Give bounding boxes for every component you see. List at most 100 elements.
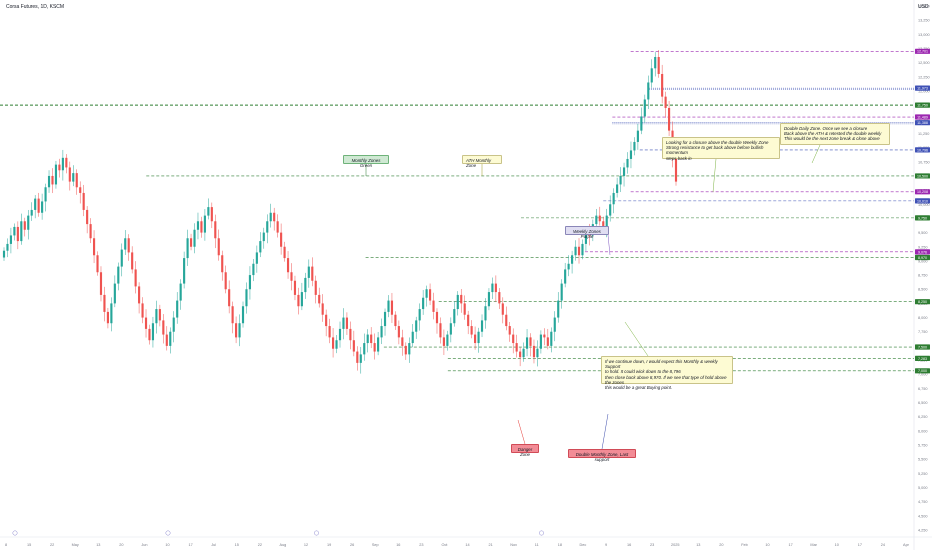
price-level-label: 8,250 <box>918 300 927 304</box>
candle-body <box>422 297 425 310</box>
time-tick-label: Mar <box>810 543 817 547</box>
candle-body <box>674 158 678 182</box>
candle-body <box>577 246 581 256</box>
candle-body <box>54 164 58 185</box>
candle-body <box>439 323 442 338</box>
candle-body <box>58 164 61 171</box>
price-level-label: 11,489 <box>917 115 928 119</box>
price-tick-label: 9,500 <box>918 231 928 235</box>
candle-body <box>460 294 463 304</box>
candle-body <box>387 300 390 312</box>
candle-body <box>595 215 598 225</box>
price-tick-label: 8,750 <box>918 274 928 278</box>
candle-body <box>290 272 293 281</box>
candle-body <box>286 258 290 273</box>
candle-body <box>245 289 248 307</box>
annotation-weekly-zones-purple[interactable]: Weekly Zones Purple <box>565 226 609 239</box>
candle-body <box>79 187 82 193</box>
price-tick-label: 13,500 <box>918 5 930 9</box>
candle-body <box>616 184 619 193</box>
annotation-danger-zone[interactable]: Danger Zone <box>511 444 539 457</box>
candle-body <box>214 221 217 239</box>
candle-body <box>428 289 432 301</box>
candle-body <box>411 331 414 344</box>
price-level-tag <box>915 355 930 361</box>
candle-body <box>155 309 158 324</box>
candle-body <box>61 157 64 171</box>
candle-body <box>574 246 577 256</box>
time-tick-label: Feb <box>741 543 748 547</box>
candle-body <box>560 283 563 301</box>
time-event-marker[interactable] <box>12 530 18 536</box>
candle-body <box>512 334 515 344</box>
symbol-title: Corsa Futures, 1D, KSCM <box>6 4 65 10</box>
candle-body <box>300 292 303 307</box>
candle-body <box>110 303 113 324</box>
price-tick-label: 13,250 <box>918 19 930 23</box>
annotation-connector <box>712 158 717 193</box>
candle-body <box>515 343 518 352</box>
candle-body <box>113 283 116 304</box>
time-tick-label: 26 <box>350 543 354 547</box>
candle-body <box>255 252 258 264</box>
price-tick-label: 12,000 <box>918 89 930 93</box>
price-tick-label: 8,000 <box>918 316 928 320</box>
candle-body <box>186 238 189 259</box>
annotation-support-hold[interactable]: If we continue down, I would expect this… <box>601 356 733 390</box>
candle-body <box>151 323 155 341</box>
time-tick-label: 20 <box>719 543 723 547</box>
candle-body <box>86 209 89 225</box>
candle-body <box>176 300 179 318</box>
candle-body <box>643 99 646 117</box>
annotation-ath-monthly-zone[interactable]: ATH Monthly Zone <box>462 155 502 168</box>
candle-body <box>68 167 71 182</box>
price-tick-label: 5,750 <box>918 444 928 448</box>
candle-body <box>241 306 245 324</box>
candle-body <box>6 243 9 251</box>
time-event-marker[interactable] <box>314 530 319 536</box>
price-tick-label: 6,750 <box>918 387 928 391</box>
candle-body <box>238 323 241 338</box>
candle-body <box>394 314 397 327</box>
candle-body <box>567 263 570 270</box>
time-tick-label: 17 <box>858 543 862 547</box>
time-event-marker[interactable] <box>539 530 544 536</box>
time-tick-label: Oct <box>442 543 449 547</box>
candle-body <box>231 306 234 324</box>
candle-body <box>228 289 231 307</box>
time-tick-label: 16 <box>627 543 631 547</box>
candle-body <box>442 337 445 346</box>
price-level-tag <box>915 189 930 195</box>
annotation-double-weekly-closure[interactable]: Looking for a closure above the double W… <box>662 137 780 161</box>
candle-body <box>117 266 120 284</box>
price-level-tag <box>915 114 930 120</box>
annotation-double-daily-zone[interactable]: Double Daily Zone. Once we see a closure… <box>780 123 890 145</box>
time-tick-label: 12 <box>304 543 308 547</box>
price-tick-label: 5,000 <box>918 486 928 490</box>
price-level-label: 11,388 <box>917 121 928 125</box>
candle-body <box>633 141 636 151</box>
price-level-label: 10,796 <box>917 148 928 152</box>
time-axis: 8 15 22 May 13 20 Jun 10 17 Jul 15 22 Aug 12 19 26 Sep 16… <box>5 530 910 547</box>
price-level-label: 10,500 <box>917 174 928 178</box>
annotation-monthly-zones-green[interactable]: Monthly Zones Green <box>343 155 389 168</box>
candle-body <box>131 252 134 270</box>
candle-body <box>221 255 224 273</box>
candle-body <box>276 221 279 233</box>
time-event-marker[interactable] <box>165 530 171 536</box>
annotation-double-monthly-zone[interactable]: Double Monthly Zone, Last support <box>568 449 636 462</box>
candle-body <box>401 337 404 346</box>
price-tick-label: 10,750 <box>918 160 930 164</box>
candle-body <box>217 238 220 256</box>
candle-body <box>519 351 522 358</box>
candle-body <box>200 221 203 233</box>
price-level-tag <box>915 368 930 374</box>
candle-body <box>373 343 376 352</box>
candle-body <box>89 224 92 239</box>
candle-body <box>120 249 123 267</box>
candle-body <box>363 343 366 355</box>
candle-body <box>418 309 421 321</box>
price-level-label: 7,283 <box>918 357 927 361</box>
